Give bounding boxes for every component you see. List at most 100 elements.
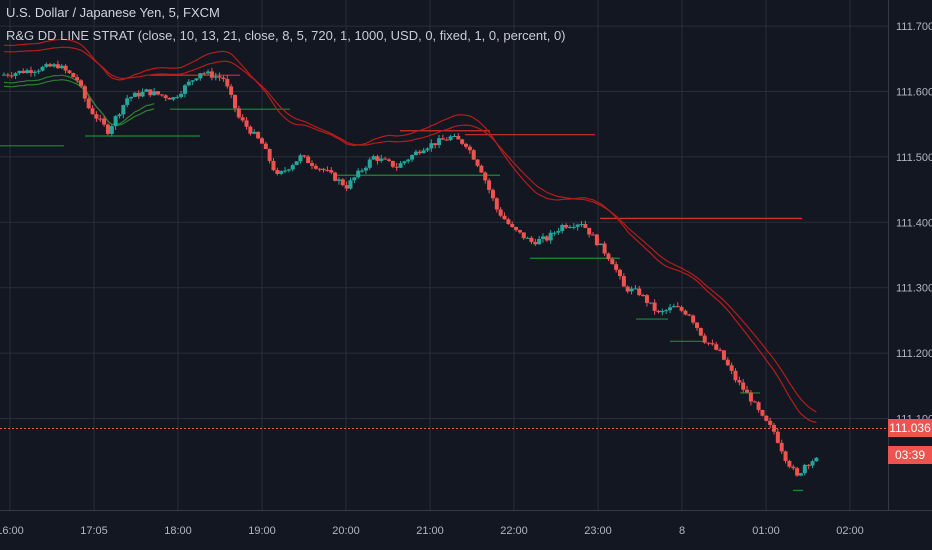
candle-body [136,92,141,97]
candle-body [356,170,361,178]
candle-body [471,150,476,160]
candle-body [267,149,272,161]
candle-body [5,74,10,76]
candle-body [779,442,784,452]
candle-body [679,307,684,311]
candle-body [787,460,792,467]
candle-body [456,136,461,140]
candle-body [25,70,30,74]
candle-body [171,97,176,100]
candle-body [417,151,422,154]
candle-body [691,315,696,323]
candle-body [98,118,103,120]
candle-body [55,64,60,69]
candle-body [175,96,180,98]
candle-body [125,98,130,106]
candle-body [233,94,237,109]
candle-body [21,70,26,74]
candle-body [467,146,472,151]
candle-body [614,264,619,270]
candle-body [506,219,511,224]
candle-body [67,70,72,74]
ema-line-upper [3,38,817,424]
candle-body [348,180,353,189]
price-tick-label: 111.200 [896,348,932,360]
moving-averages [3,38,817,424]
candle-body [725,359,730,366]
candle-body [406,159,411,162]
candle-body [652,302,657,311]
candle-body [479,165,484,173]
candle-body [602,243,607,254]
candle-body [525,237,530,239]
candle-body [63,65,68,71]
candle-body [333,172,338,181]
candle-body [591,234,596,236]
last-price-label: 111.036 [888,419,932,437]
ema-line-green-b [3,79,155,126]
candle-body [810,461,815,466]
candle-body [156,91,160,95]
candle-body [498,209,503,216]
candle-body [656,310,661,313]
candle-body [575,224,580,227]
candle-body [583,224,588,228]
candle-body [475,159,480,166]
candle-body [105,124,110,134]
candle-body [760,410,765,416]
candle-body [764,415,769,421]
candle-body [514,227,519,230]
candle-body [256,131,261,139]
candle-body [571,226,576,228]
candle-body [163,95,168,98]
candle-body [490,189,495,199]
time-tick-label: 17:05 [80,525,108,537]
candle-body [587,227,592,235]
candle-body [564,224,569,228]
indicator-title[interactable]: R&G DD LINE STRAT (close, 10, 13, 21, cl… [6,28,566,43]
candle-body [440,138,445,140]
candle-body [387,159,391,161]
candle-body [198,73,203,79]
price-tick-label: 111.600 [896,87,932,99]
symbol-title[interactable]: U.S. Dollar / Japanese Yen, 5, FXCM [6,5,220,20]
candle-body [394,166,399,168]
candle-body [410,155,415,160]
candle-body [729,365,734,371]
candle-body [363,167,368,171]
candle-body [625,286,630,292]
candle-body [783,451,788,461]
candle-body [202,73,207,75]
candle-body [367,159,372,168]
candle-body [28,70,33,73]
candle-body [275,170,280,174]
candle-body [17,70,22,74]
candle-body [206,71,211,74]
candle-body [594,234,599,246]
candle-body [313,165,318,169]
candle-body [429,143,434,149]
candle-body [721,350,726,360]
candle-body [621,276,626,287]
price-tick-label: 111.400 [896,217,932,229]
candle-body [52,64,57,67]
time-axis[interactable]: 16:00 17:05 18:00 19:00 20:00 21:00 22:00 23:00… [0,525,864,537]
price-axis[interactable]: 111.700 111.600 111.500 111.400 111.300 111.2… [896,21,932,425]
candle-body [36,70,41,72]
candle-body [510,223,515,228]
candle-body [633,288,638,290]
candle-body [437,138,442,146]
candle-body [13,73,18,76]
candle-body [59,65,64,69]
candle-body [252,131,257,134]
candle-body [148,89,153,96]
time-tick-label: 23:00 [584,525,612,537]
candle-body [629,288,634,292]
candle-body [179,93,184,97]
dd-levels [0,74,803,491]
candle-body [502,215,507,220]
candle-body [279,171,284,174]
candle-body [379,158,384,161]
candle-body [294,161,299,166]
